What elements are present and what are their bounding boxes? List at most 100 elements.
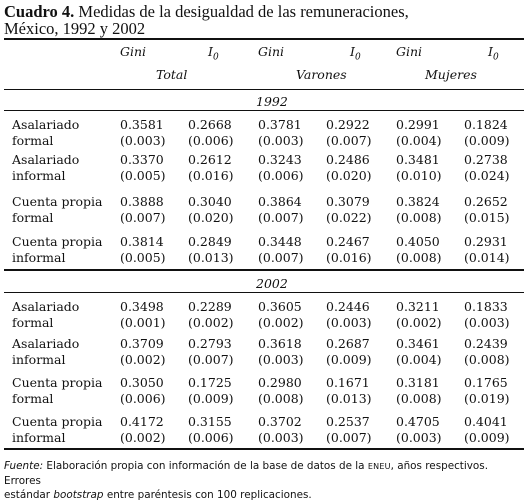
- table-cell-value: 0.3581: [120, 117, 164, 132]
- table-cell-value: 0.3814: [120, 234, 164, 249]
- table-cell-value: 0.1765: [464, 375, 508, 390]
- table-cell-value: 0.3702: [258, 414, 302, 429]
- table-cell-error: (0.004): [396, 352, 442, 367]
- table-cell-value: 0.1824: [464, 117, 508, 132]
- metric-gini-label: Gini: [258, 44, 285, 59]
- table-cell-error: (0.007): [188, 352, 234, 367]
- table-cell-value: 0.3370: [120, 152, 164, 167]
- table-cell-error: (0.016): [326, 250, 372, 265]
- row-label: Asalariado: [12, 152, 80, 167]
- table-cell-value: 0.3888: [120, 194, 164, 209]
- section-rule-2002: [4, 292, 524, 293]
- footnote-text2: , años respectivos. Errores: [4, 460, 488, 487]
- table-cell-value: 0.2991: [396, 117, 440, 132]
- table-cell-value: 0.4041: [464, 414, 508, 429]
- row-label: Asalariado: [12, 336, 80, 351]
- table-cell-error: (0.002): [188, 315, 234, 330]
- table-cell-value: 0.2289: [188, 299, 232, 314]
- table-cell-value: 0.3481: [396, 152, 440, 167]
- row-label: Cuenta propia: [12, 234, 103, 249]
- table-cell-value: 0.2931: [464, 234, 508, 249]
- table-cell-value: 0.2793: [188, 336, 232, 351]
- table-caption: Medidas de la desigualdad de las remuner…: [78, 2, 409, 21]
- table-cell-error: (0.015): [464, 210, 510, 225]
- table-cell-value: 0.3211: [396, 299, 440, 314]
- table-cell-error: (0.022): [326, 210, 372, 225]
- table-cell-error: (0.008): [258, 391, 304, 406]
- footnote-label: Fuente:: [4, 460, 44, 472]
- table-cell-value: 0.2668: [188, 117, 232, 132]
- table-cell-error: (0.008): [396, 250, 442, 265]
- footnote-line2-italic: bootstrap: [53, 489, 104, 501]
- table-cell-error: (0.013): [188, 250, 234, 265]
- row-label-sub: formal: [12, 315, 54, 330]
- table-cell-value: 0.3605: [258, 299, 302, 314]
- table-cell-value: 0.3781: [258, 117, 302, 132]
- table-cell-error: (0.010): [396, 168, 442, 183]
- footnote-line2-pre: estándar: [4, 489, 51, 501]
- table-cell-error: (0.001): [120, 315, 166, 330]
- table-cell-error: (0.007): [326, 430, 372, 445]
- row-label-sub: formal: [12, 210, 54, 225]
- table-cell-error: (0.007): [120, 210, 166, 225]
- table-cell-value: 0.2652: [464, 194, 508, 209]
- table-cell-error: (0.024): [464, 168, 510, 183]
- row-label-sub: informal: [12, 168, 66, 183]
- metric-i0-label: I0: [208, 44, 219, 63]
- table-cell-error: (0.003): [396, 430, 442, 445]
- year-label: 1992: [256, 94, 288, 109]
- table-cell-value: 0.2446: [326, 299, 370, 314]
- table-cell-error: (0.003): [120, 133, 166, 148]
- table-cell-error: (0.005): [120, 250, 166, 265]
- table-cell-error: (0.006): [120, 391, 166, 406]
- table-cell-error: (0.008): [396, 391, 442, 406]
- metric-gini-label: Gini: [396, 44, 423, 59]
- table-cell-value: 0.2687: [326, 336, 370, 351]
- table-cell-error: (0.003): [326, 315, 372, 330]
- top-rule: [4, 38, 524, 40]
- table-cell-error: (0.002): [396, 315, 442, 330]
- table-cell-error: (0.009): [464, 430, 510, 445]
- table-cell-error: (0.007): [258, 210, 304, 225]
- footnote: Fuente: Elaboración propia con informaci…: [4, 459, 526, 502]
- table-cell-value: 0.3155: [188, 414, 232, 429]
- row-label: Cuenta propia: [12, 194, 103, 209]
- table-cell-value: 0.1725: [188, 375, 232, 390]
- table-cell-error: (0.009): [188, 391, 234, 406]
- table-cell-error: (0.008): [464, 352, 510, 367]
- table-cell-error: (0.003): [258, 430, 304, 445]
- table-cell-error: (0.004): [396, 133, 442, 148]
- row-label: Asalariado: [12, 117, 80, 132]
- table-cell-value: 0.3448: [258, 234, 302, 249]
- table-cell-error: (0.002): [120, 352, 166, 367]
- table-cell-value: 0.3181: [396, 375, 440, 390]
- table-cell-value: 0.2849: [188, 234, 232, 249]
- table-cell-error: (0.003): [258, 352, 304, 367]
- table-cell-error: (0.020): [188, 210, 234, 225]
- year-label: 2002: [256, 276, 288, 291]
- table-cell-value: 0.3243: [258, 152, 302, 167]
- table-cell-value: 0.2980: [258, 375, 302, 390]
- footnote-line2-post: entre paréntesis con 100 replicaciones.: [106, 489, 312, 501]
- table-cell-value: 0.2738: [464, 152, 508, 167]
- table-cell-value: 0.4050: [396, 234, 440, 249]
- table-cell-error: (0.008): [396, 210, 442, 225]
- metric-i0-label: I0: [488, 44, 499, 63]
- table-cell-value: 0.1833: [464, 299, 508, 314]
- table-cell-value: 0.3461: [396, 336, 440, 351]
- table-cell-value: 0.3079: [326, 194, 370, 209]
- table-cell-value: 0.1671: [326, 375, 370, 390]
- table-cell-error: (0.020): [326, 168, 372, 183]
- table-cell-error: (0.005): [120, 168, 166, 183]
- metric-gini-label: Gini: [120, 44, 147, 59]
- bottom-rule: [4, 448, 524, 450]
- table-cell-value: 0.3864: [258, 194, 302, 209]
- table-cell-error: (0.003): [258, 133, 304, 148]
- table-cell-error: (0.009): [326, 352, 372, 367]
- section-top-rule-2002: [4, 269, 524, 271]
- footnote-text1: Elaboración propia con información de la…: [46, 460, 365, 472]
- table-cell-value: 0.2439: [464, 336, 508, 351]
- group-label-mujeres: Mujeres: [425, 67, 477, 82]
- table-cell-error: (0.003): [464, 315, 510, 330]
- table-cell-value: 0.3709: [120, 336, 164, 351]
